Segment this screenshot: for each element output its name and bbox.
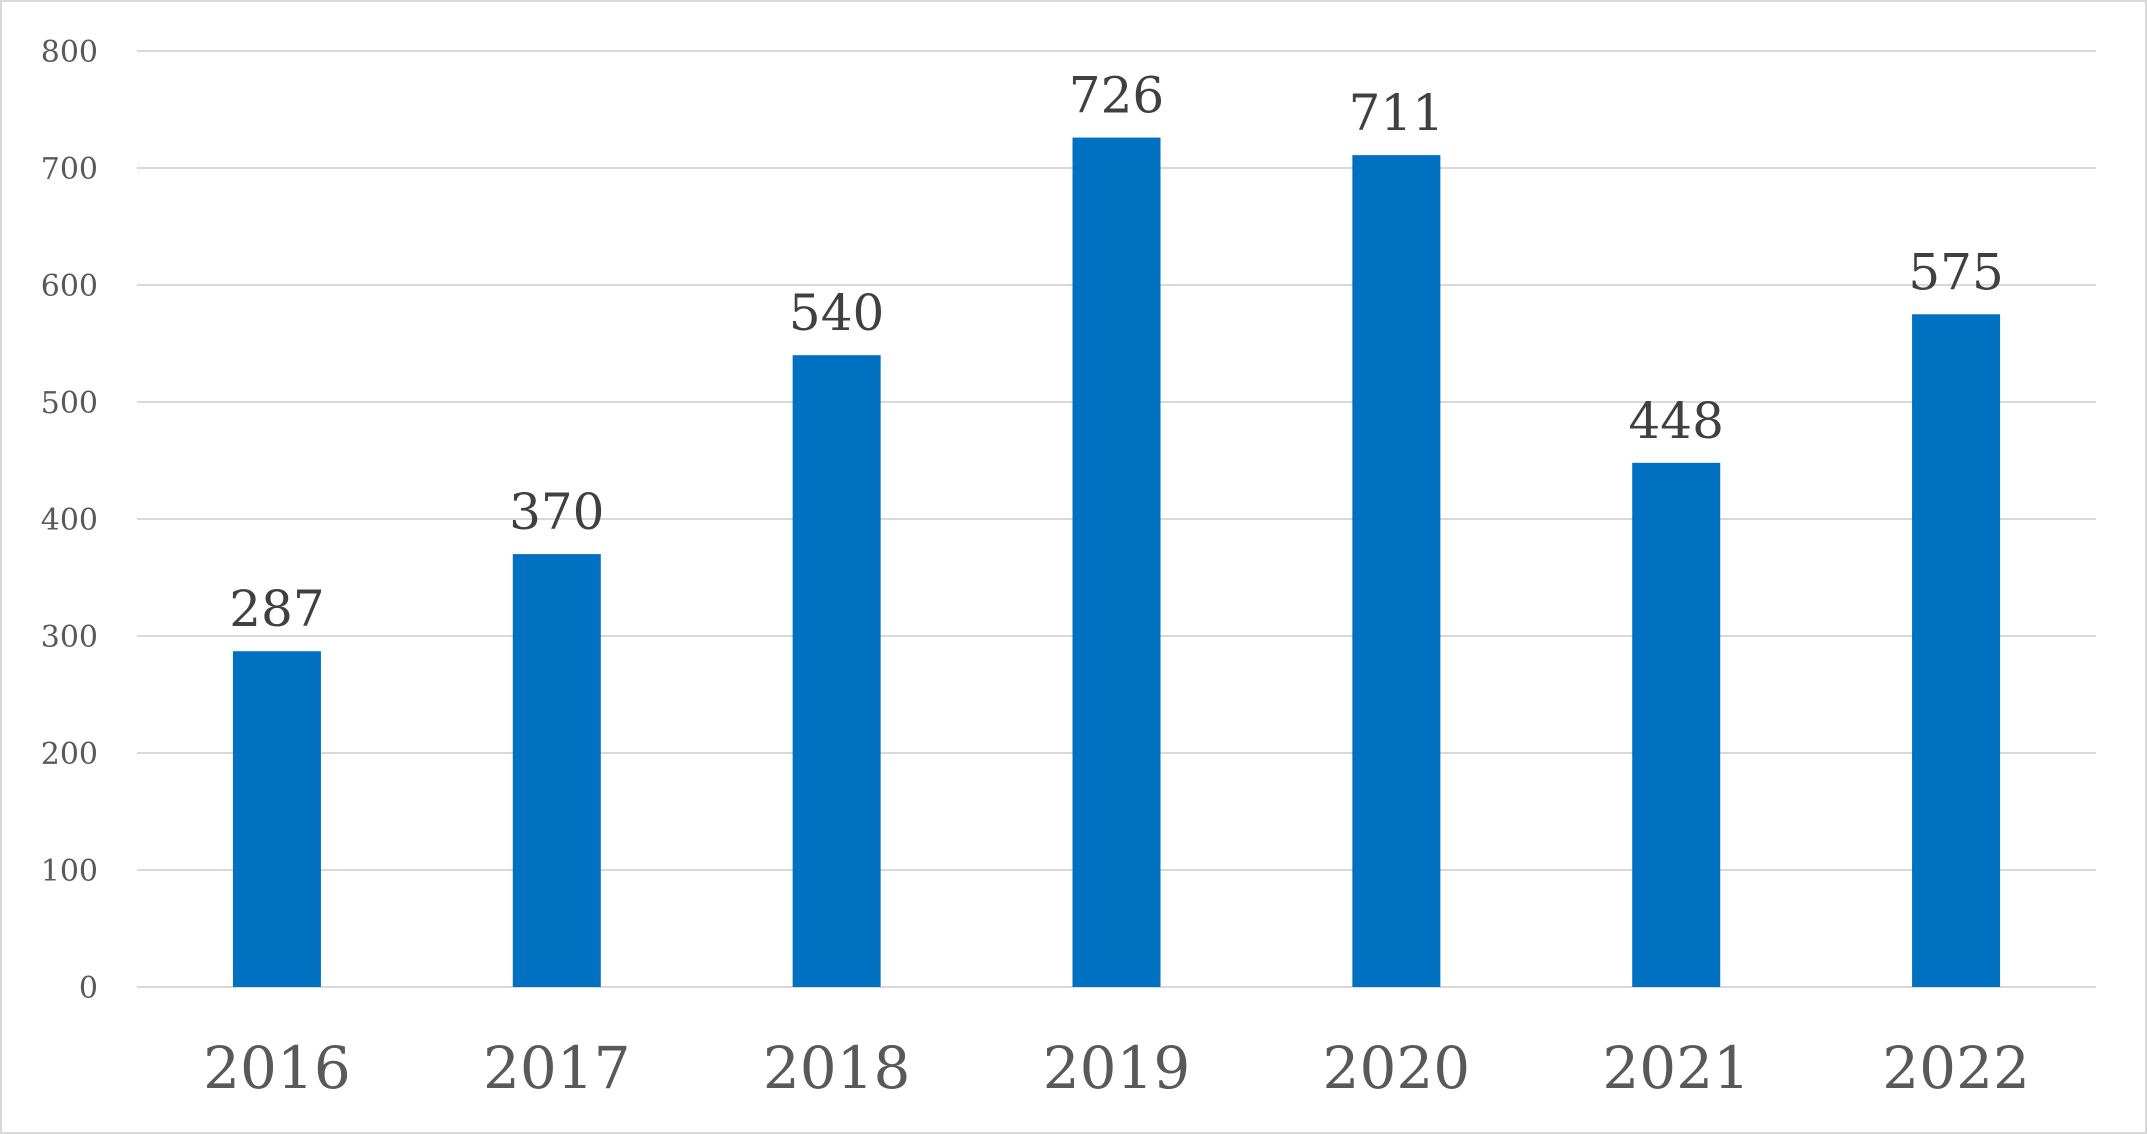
bar-2018 xyxy=(792,355,881,987)
data-label-2019: 726 xyxy=(1069,67,1164,125)
bar-2019 xyxy=(1072,137,1161,987)
data-label-2017: 370 xyxy=(509,483,604,541)
y-tick-label-800: 800 xyxy=(41,35,98,70)
x-tick-label-2019: 2019 xyxy=(1043,1034,1191,1102)
bar-2021 xyxy=(1632,462,1721,988)
bar-2020 xyxy=(1352,155,1441,987)
y-axis-tick-labels: 0 100 200 300 400 500 600 700 800 xyxy=(41,35,98,1006)
data-label-2021: 448 xyxy=(1628,392,1723,450)
y-tick-label-500: 500 xyxy=(41,386,98,421)
y-tick-label-700: 700 xyxy=(41,152,98,187)
bar-2017 xyxy=(512,554,601,987)
bar-2016 xyxy=(232,651,321,987)
y-tick-label-400: 400 xyxy=(41,503,98,538)
data-label-2018: 540 xyxy=(789,284,884,342)
data-label-2016: 287 xyxy=(229,580,324,638)
x-tick-label-2016: 2016 xyxy=(203,1034,351,1102)
y-tick-label-200: 200 xyxy=(41,737,98,772)
data-labels: 287 370 540 726 711 448 575 xyxy=(229,67,2004,639)
data-label-2022: 575 xyxy=(1908,243,2003,301)
x-axis-tick-labels: 2016 2017 2018 2019 2020 2021 2022 xyxy=(203,1034,2030,1102)
x-tick-label-2021: 2021 xyxy=(1602,1034,1750,1102)
x-tick-label-2017: 2017 xyxy=(483,1034,631,1102)
x-tick-label-2022: 2022 xyxy=(1882,1034,2030,1102)
x-tick-label-2018: 2018 xyxy=(763,1034,911,1102)
y-tick-label-300: 300 xyxy=(41,620,98,655)
y-tick-label-600: 600 xyxy=(41,269,98,304)
bar-2022 xyxy=(1912,314,2001,987)
x-tick-label-2020: 2020 xyxy=(1323,1034,1471,1102)
y-tick-label-100: 100 xyxy=(41,854,98,889)
y-tick-label-0: 0 xyxy=(79,971,98,1006)
data-label-2020: 711 xyxy=(1349,84,1444,142)
bars xyxy=(232,137,2001,988)
